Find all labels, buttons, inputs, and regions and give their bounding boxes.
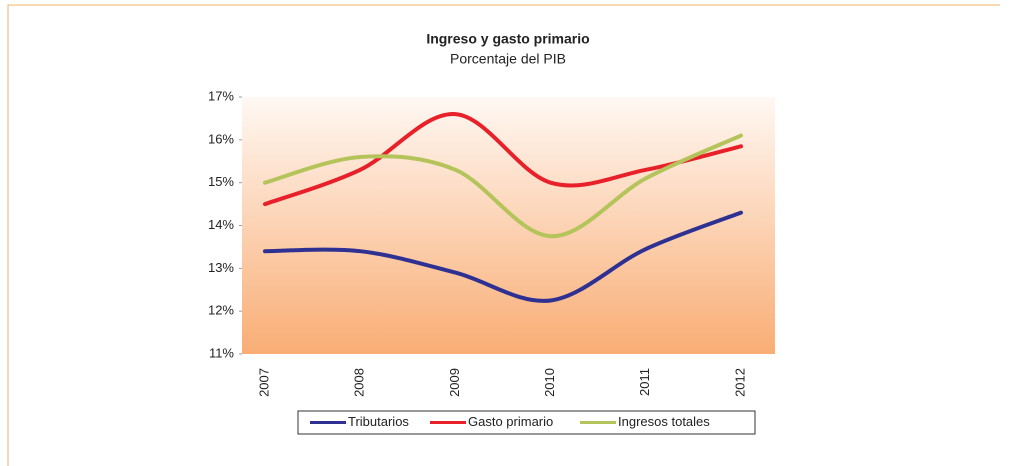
x-tick-label: 2011 bbox=[637, 368, 652, 396]
chart-title: Ingreso y gasto primario bbox=[426, 31, 589, 47]
x-tick-label: 2010 bbox=[542, 368, 557, 397]
y-tick-label: 14% bbox=[208, 217, 234, 232]
chart-subtitle: Porcentaje del PIB bbox=[450, 51, 566, 67]
legend-box bbox=[297, 410, 756, 435]
y-tick-label: 16% bbox=[208, 131, 234, 146]
series-line bbox=[263, 112, 743, 207]
y-tick-label: 12% bbox=[208, 303, 234, 318]
legend-label: Ingresos totales bbox=[618, 414, 710, 429]
x-tick-label: 2007 bbox=[256, 368, 271, 397]
series-line bbox=[263, 133, 743, 239]
x-tick-label: 2008 bbox=[352, 368, 367, 397]
x-tick-label: 2012 bbox=[732, 368, 747, 397]
y-tick-label: 11% bbox=[209, 345, 234, 360]
y-tick-label: 17% bbox=[208, 88, 234, 103]
series-line bbox=[263, 210, 743, 303]
plot-area bbox=[242, 97, 775, 354]
legend-label: Tributarios bbox=[348, 414, 409, 429]
x-tick-label: 2009 bbox=[447, 368, 462, 397]
y-tick-label: 13% bbox=[208, 260, 234, 275]
frame bbox=[7, 4, 1000, 466]
legend-label: Gasto primario bbox=[468, 414, 553, 429]
y-tick-label: 15% bbox=[208, 174, 234, 189]
